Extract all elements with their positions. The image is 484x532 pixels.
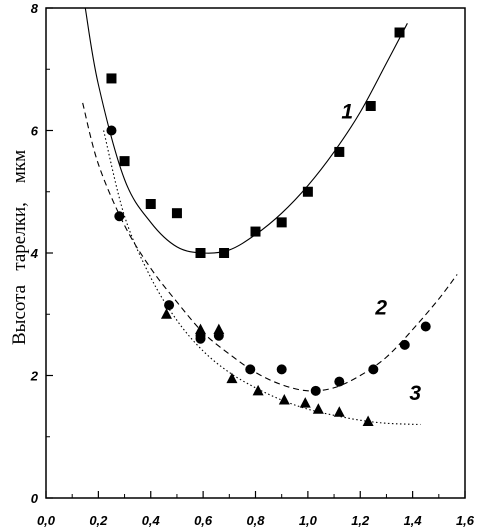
- circle-marker: [310, 385, 321, 396]
- triangle-marker: [252, 384, 264, 396]
- square-marker: [195, 248, 206, 258]
- fit-curve-1: [84, 7, 408, 254]
- y-tick-label: 6: [31, 124, 39, 139]
- series-label-2: 2: [374, 296, 387, 319]
- x-tick-label: 0,2: [89, 513, 108, 528]
- fit-curve-2: [82, 102, 458, 392]
- circle-marker: [195, 333, 206, 344]
- square-marker: [119, 156, 130, 167]
- y-axis-ticks: 0 2 4 6 8: [30, 1, 53, 506]
- circle-marker: [334, 376, 345, 387]
- triangle-marker: [213, 323, 225, 335]
- triangle-marker: [362, 415, 374, 426]
- circle-marker: [399, 339, 410, 350]
- y-tick-label: 2: [30, 369, 39, 384]
- circle-marker: [164, 300, 175, 311]
- x-tick-label: 0,4: [142, 513, 161, 528]
- square-marker: [106, 73, 117, 84]
- y-tick-label: 8: [31, 1, 39, 16]
- square-marker: [250, 226, 261, 237]
- triangle-marker: [160, 308, 172, 319]
- x-tick-label: 1,2: [351, 513, 370, 528]
- x-tick-label: 0,0: [37, 513, 56, 528]
- y-axis-label: Высота тарелки, мкм: [9, 150, 30, 345]
- x-axis-ticks: 0,0 0,2 0,4 0,6 0,8 1,0 1,2 1,4 1,6: [37, 491, 475, 528]
- square-marker: [219, 248, 230, 258]
- square-marker: [394, 27, 405, 38]
- square-marker: [145, 199, 156, 209]
- square-marker: [302, 186, 313, 197]
- triangle-marker: [195, 323, 207, 335]
- circle-marker: [276, 364, 287, 375]
- data-markers: [106, 27, 431, 426]
- x-tick-label: 0,8: [246, 513, 265, 528]
- fit-curves: [82, 7, 458, 426]
- circle-marker: [368, 364, 379, 375]
- circle-marker: [106, 125, 117, 136]
- x-tick-label: 0,6: [194, 513, 213, 528]
- series-labels: 1 2 3: [341, 100, 421, 405]
- y-tick-label: 0: [31, 491, 39, 506]
- series-label-3: 3: [409, 382, 421, 405]
- square-marker: [276, 217, 287, 228]
- fit-curve-3: [103, 130, 421, 426]
- triangle-marker: [333, 406, 345, 417]
- triangle-marker: [299, 397, 311, 408]
- square-marker: [171, 208, 182, 219]
- triangle-marker: [312, 403, 324, 414]
- x-tick-label: 1,4: [404, 513, 423, 528]
- y-tick-label: 4: [30, 246, 39, 261]
- x-tick-label: 1,6: [456, 513, 475, 528]
- circle-marker: [420, 321, 431, 332]
- triangle-marker: [226, 372, 238, 384]
- circle-marker: [245, 364, 256, 375]
- square-marker: [365, 101, 376, 111]
- square-marker: [334, 146, 345, 157]
- circle-marker: [114, 211, 125, 222]
- x-tick-label: 1,0: [299, 513, 318, 528]
- triangle-marker: [278, 394, 290, 405]
- series-label-1: 1: [341, 100, 353, 123]
